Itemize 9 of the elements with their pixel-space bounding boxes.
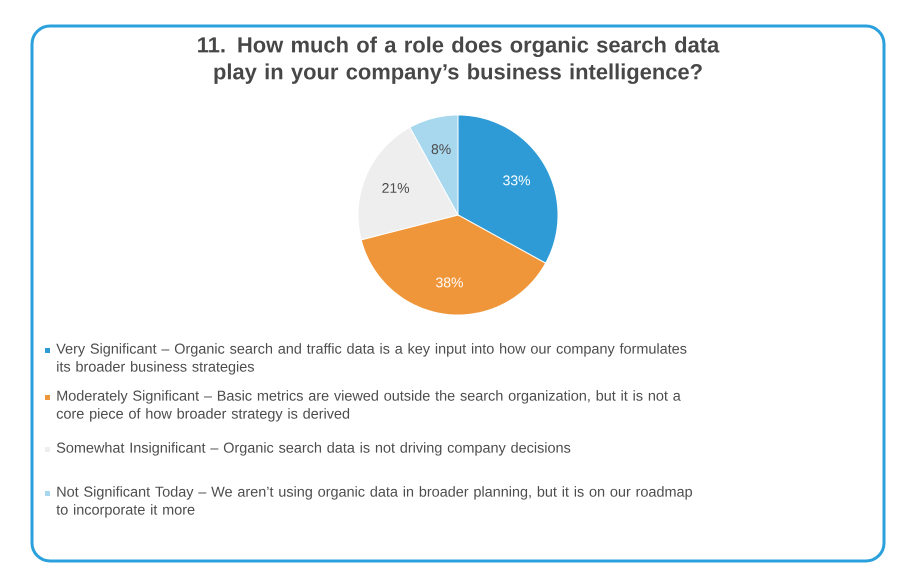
data-label: 21% — [382, 183, 410, 193]
legend-label: Not Significant Today – We aren’t using organic data in broader planning, but it is on our roadmap to incorporate it more — [56, 486, 692, 518]
legend-label: Moderately Significant – Basic metrics are viewed outside the search organization, but it is not a core piece of how broader strategy is derived — [56, 390, 681, 422]
data-label: 8% — [432, 144, 451, 154]
legend-label: Very Significant – Organic search and traffic data is a key input into how our company formulates its broader business strategies — [56, 343, 686, 375]
chart-title: 11. How much of a role does organic search data play in your company’s business intelligence? — [198, 36, 720, 84]
data-label: 38% — [436, 277, 463, 288]
data-label: 33% — [503, 175, 530, 186]
legend-label: Somewhat Insignificant – Organic search data is not driving company decisions — [56, 442, 570, 456]
